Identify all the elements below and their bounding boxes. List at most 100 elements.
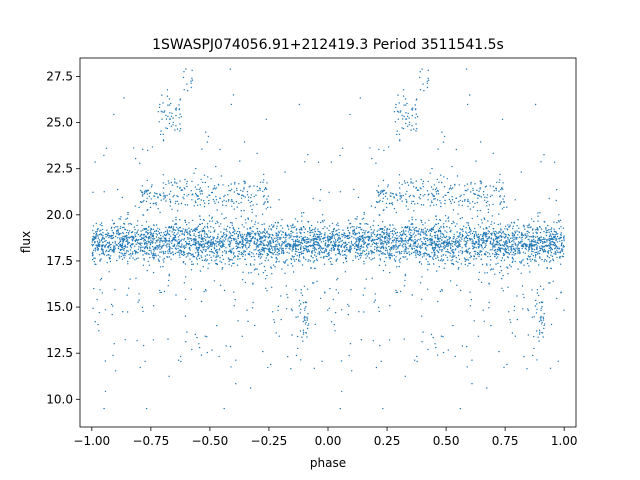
data-point [170, 115, 173, 118]
data-point [251, 252, 253, 254]
data-point [289, 236, 292, 238]
data-point [264, 233, 267, 235]
data-point [156, 193, 158, 195]
data-point [193, 234, 195, 237]
data-point [381, 189, 383, 192]
data-point [469, 257, 471, 259]
data-point [239, 247, 241, 249]
data-point [267, 242, 270, 245]
data-point [148, 249, 150, 252]
data-point [529, 258, 531, 260]
data-point [385, 256, 387, 259]
data-point [432, 229, 435, 231]
data-point [300, 248, 302, 251]
data-point [479, 251, 481, 254]
data-point [148, 264, 151, 266]
data-point [468, 227, 471, 230]
data-point [112, 305, 114, 307]
data-point [386, 237, 388, 239]
data-point [384, 195, 387, 198]
data-point [413, 236, 416, 238]
data-point [432, 258, 434, 260]
data-point [275, 253, 277, 256]
data-point [298, 259, 300, 261]
data-point [159, 211, 161, 214]
data-point [447, 220, 450, 222]
data-point [430, 200, 433, 202]
data-point [505, 243, 507, 245]
data-point [298, 103, 301, 106]
data-point [395, 244, 397, 246]
data-point [166, 240, 168, 242]
data-point [522, 293, 524, 296]
data-point [309, 234, 311, 237]
data-point [547, 238, 549, 240]
data-point [266, 274, 268, 277]
data-point [223, 250, 226, 252]
data-point [346, 255, 348, 257]
data-point [167, 115, 169, 118]
data-point [159, 240, 161, 242]
data-point [437, 300, 439, 303]
data-point [227, 194, 229, 196]
data-point [295, 316, 297, 318]
data-point [374, 299, 376, 301]
data-point [140, 233, 142, 236]
data-point [205, 131, 207, 133]
data-point [550, 323, 553, 326]
data-point [102, 234, 104, 237]
data-point [399, 257, 402, 260]
data-point [292, 271, 295, 273]
data-point [372, 231, 375, 233]
data-point [457, 261, 459, 263]
data-point [149, 232, 151, 234]
data-point [437, 222, 440, 225]
data-point [363, 229, 365, 232]
data-point [388, 237, 390, 240]
data-point [455, 148, 457, 151]
data-point [456, 237, 458, 240]
data-point [125, 236, 127, 238]
data-point [414, 104, 416, 106]
data-point [183, 193, 185, 196]
data-point [263, 243, 265, 246]
data-point [433, 184, 435, 186]
data-point [555, 237, 557, 239]
data-point [448, 227, 451, 229]
data-point [217, 237, 219, 239]
data-point [252, 237, 254, 239]
data-point [430, 186, 433, 188]
data-point [479, 195, 481, 197]
data-point [520, 237, 522, 239]
data-point [392, 224, 394, 226]
data-point [414, 359, 416, 361]
data-point [113, 250, 115, 252]
data-point [137, 301, 139, 303]
data-point [494, 253, 496, 256]
data-point [404, 243, 407, 245]
data-point [378, 234, 381, 236]
data-point [98, 233, 101, 236]
data-point [520, 262, 522, 264]
data-point [264, 229, 266, 231]
data-point [355, 227, 358, 230]
data-point [347, 250, 350, 252]
data-point [100, 277, 103, 280]
data-point [216, 324, 218, 327]
data-point [404, 226, 407, 228]
data-point [136, 232, 138, 234]
data-point [257, 249, 259, 252]
data-point [290, 308, 293, 310]
data-point [162, 140, 165, 142]
data-point [410, 202, 413, 205]
data-point [389, 224, 391, 226]
data-point [412, 240, 414, 242]
data-point [163, 243, 165, 245]
data-point [511, 261, 514, 263]
data-point [338, 238, 340, 240]
data-point [492, 242, 494, 244]
data-point [358, 231, 360, 234]
data-point [191, 261, 193, 263]
data-point [358, 311, 360, 313]
data-point [421, 230, 423, 232]
